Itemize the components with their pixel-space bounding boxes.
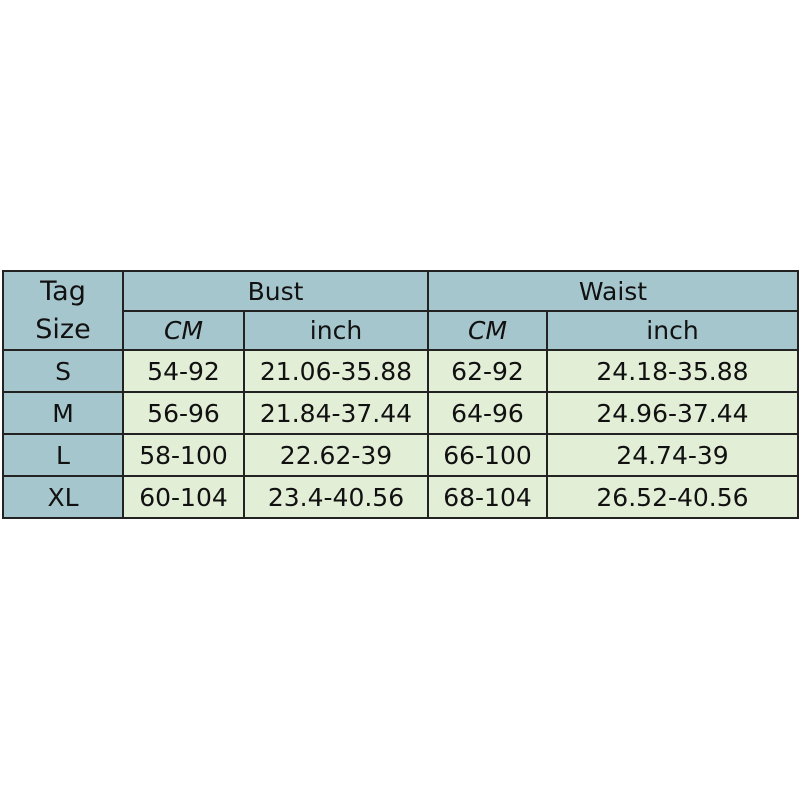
bust-inch-cell: 21.84-37.44 [243, 391, 429, 435]
size-cell: S [2, 349, 124, 393]
bust-inch-header: inch [243, 310, 429, 351]
bust-cm-header: CM [122, 310, 245, 351]
table-row: XL 60-104 23.4-40.56 68-104 26.52-40.56 [2, 475, 799, 519]
bust-inch-cell: 22.62-39 [243, 433, 429, 477]
size-cell: XL [2, 475, 124, 519]
waist-header: Waist [427, 270, 799, 312]
bust-cm-cell: 56-96 [122, 391, 245, 435]
waist-cm-header: CM [427, 310, 548, 351]
waist-cm-cell: 68-104 [427, 475, 548, 519]
bust-inch-cell: 23.4-40.56 [243, 475, 429, 519]
waist-cm-cell: 64-96 [427, 391, 548, 435]
size-cell: M [2, 391, 124, 435]
size-label: Size [35, 313, 91, 345]
waist-inch-cell: 24.74-39 [546, 433, 799, 477]
waist-cm-cell: 66-100 [427, 433, 548, 477]
waist-inch-cell: 24.18-35.88 [546, 349, 799, 393]
size-cell: L [2, 433, 124, 477]
size-chart-table: Tag Size Bust Waist CM inch CM inch S 54… [2, 270, 799, 519]
tag-size-header: Tag Size [2, 270, 124, 351]
waist-cm-cell: 62-92 [427, 349, 548, 393]
bust-inch-cell: 21.06-35.88 [243, 349, 429, 393]
table-row: M 56-96 21.84-37.44 64-96 24.96-37.44 [2, 391, 799, 435]
bust-cm-cell: 60-104 [122, 475, 245, 519]
bust-header: Bust [122, 270, 429, 312]
waist-inch-header: inch [546, 310, 799, 351]
header-row-groups: Tag Size Bust Waist [2, 270, 799, 351]
table-row: S 54-92 21.06-35.88 62-92 24.18-35.88 [2, 349, 799, 393]
waist-inch-cell: 26.52-40.56 [546, 475, 799, 519]
tag-label: Tag [40, 275, 86, 307]
header-row-units: CM inch CM inch [3, 310, 799, 351]
table-row: L 58-100 22.62-39 66-100 24.74-39 [2, 433, 799, 477]
bust-cm-cell: 54-92 [122, 349, 245, 393]
bust-cm-cell: 58-100 [122, 433, 245, 477]
waist-inch-cell: 24.96-37.44 [546, 391, 799, 435]
